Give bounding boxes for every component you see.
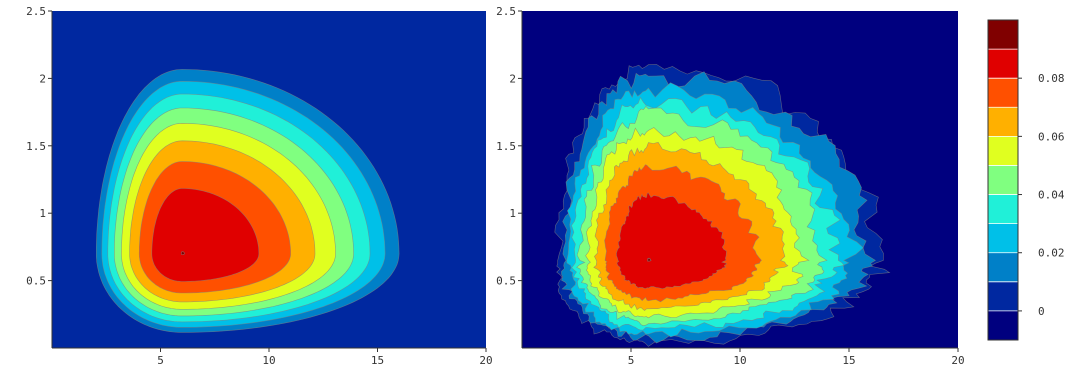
contour-band-0.08 xyxy=(151,188,260,282)
colorbar-segment xyxy=(988,165,1018,195)
contour-band-0.09 xyxy=(647,257,652,262)
colorbar-segment xyxy=(988,49,1018,79)
x-tick-label: 5 xyxy=(157,354,164,367)
colorbar-segment xyxy=(988,194,1018,224)
y-tick-label: 1.5 xyxy=(496,140,516,153)
colorbar-frame xyxy=(987,19,1019,341)
contour-band-0.09 xyxy=(181,251,185,255)
y-tick-label: 2.5 xyxy=(26,5,46,18)
colorbar-segment xyxy=(988,20,1018,50)
x-tick-label: 5 xyxy=(628,354,635,367)
colorbar: 0 0.02 0.04 0.06 0.08 xyxy=(987,19,1065,341)
y-tick-label: 1 xyxy=(509,207,516,220)
contour-panel-2: 5 10 15 20 0.5 1 1.5 2 2.5 xyxy=(496,5,965,367)
x-tick-label: 10 xyxy=(262,354,275,367)
colorbar-tick-label: 0.02 xyxy=(1038,247,1065,260)
x-tick-label: 20 xyxy=(479,354,492,367)
colorbar-segment xyxy=(988,223,1018,253)
colorbar-segment xyxy=(988,252,1018,282)
y-tick-label: 1.5 xyxy=(26,140,46,153)
colorbar-tick-label: 0 xyxy=(1038,305,1045,318)
x-tick-label: 15 xyxy=(842,354,855,367)
colorbar-tick-label: 0.08 xyxy=(1038,72,1065,85)
y-tick-label: 2 xyxy=(509,72,516,85)
colorbar-segment xyxy=(988,78,1018,108)
y-tick-label: 2.5 xyxy=(496,5,516,18)
y-tick-label: 0.5 xyxy=(26,275,46,288)
contour-band-0.08 xyxy=(616,192,727,290)
x-tick-label: 10 xyxy=(733,354,746,367)
contour-panel-1: 5 10 15 20 0.5 1 1.5 2 2.5 xyxy=(26,5,493,367)
y-tick-label: 1 xyxy=(39,207,46,220)
colorbar-segment xyxy=(988,310,1018,340)
x-tick-label: 20 xyxy=(951,354,964,367)
colorbar-segment xyxy=(988,107,1018,137)
colorbar-segment xyxy=(988,281,1018,311)
y-tick-label: 2 xyxy=(39,72,46,85)
colorbar-tick-label: 0.06 xyxy=(1038,130,1065,143)
x-tick-label: 15 xyxy=(371,354,384,367)
colorbar-segment xyxy=(988,136,1018,166)
y-tick-label: 0.5 xyxy=(496,275,516,288)
colorbar-tick-label: 0.04 xyxy=(1038,189,1065,202)
